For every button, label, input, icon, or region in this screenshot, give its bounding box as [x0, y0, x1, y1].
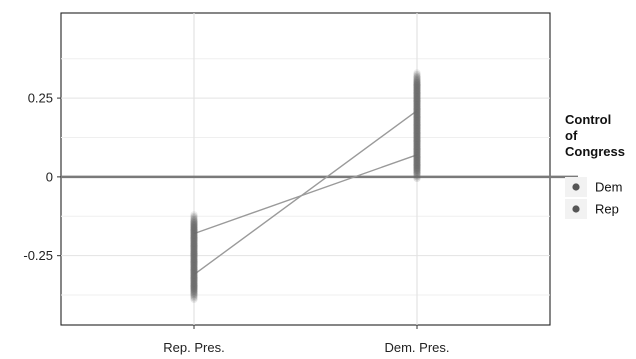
point [413, 168, 421, 176]
point [413, 166, 421, 175]
legend-label-rep: Rep [595, 202, 619, 217]
point [190, 292, 198, 300]
point [413, 173, 421, 181]
x-tick-label: Dem. Pres. [384, 340, 449, 355]
point-cloud-rep-pres [190, 211, 198, 304]
point [190, 294, 198, 302]
y-axis-ticks: -0.25 0 0.25 [23, 91, 61, 263]
point [190, 212, 198, 220]
legend-label-dem: Dem [595, 180, 622, 195]
point [413, 174, 421, 183]
point-clouds [190, 69, 421, 304]
x-tick-label: Rep. Pres. [163, 340, 224, 355]
point [413, 70, 421, 79]
legend-title: Congress [565, 144, 625, 159]
point [190, 286, 198, 294]
x-axis-ticks: Rep. Pres. Dem. Pres. [163, 325, 450, 355]
point-cloud-dem-pres [413, 69, 421, 183]
y-tick-label: 0.25 [28, 91, 53, 106]
point [413, 69, 421, 77]
legend-point-rep [572, 205, 580, 213]
legend-title: Control [565, 112, 611, 127]
legend-title: of [565, 128, 578, 143]
legend-point-dem [572, 183, 580, 191]
panel-border [60, 12, 551, 326]
panel-background [61, 13, 550, 325]
point [413, 170, 421, 178]
point [413, 72, 421, 80]
point [190, 291, 198, 299]
y-tick-label: 0 [46, 169, 53, 184]
series-line-rep [193, 110, 418, 276]
point [190, 214, 198, 222]
point [190, 211, 198, 219]
y-tick-label: -0.25 [23, 248, 53, 263]
point [190, 289, 198, 297]
point [190, 295, 198, 304]
point [413, 171, 421, 179]
point [190, 287, 198, 296]
plot-panel [60, 12, 551, 326]
series-lines [193, 110, 418, 276]
series-line-dem [193, 154, 418, 235]
